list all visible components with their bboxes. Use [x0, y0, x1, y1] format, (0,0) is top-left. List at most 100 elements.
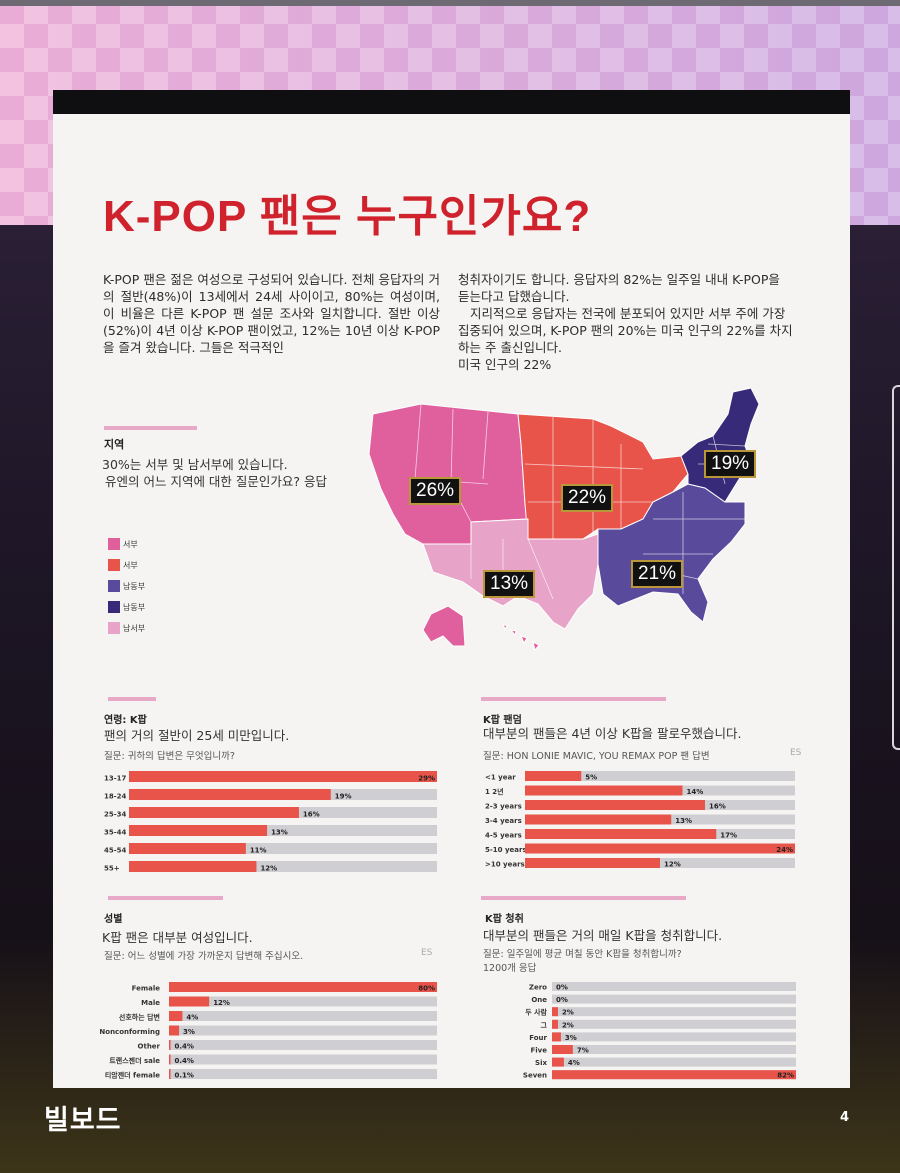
bar-category-label: 1 2년 — [485, 787, 504, 796]
bar-track — [129, 843, 437, 854]
bar — [525, 814, 672, 825]
status-bar-strip — [0, 0, 900, 6]
bar-category-label: One — [531, 996, 547, 1004]
bar — [525, 829, 717, 839]
bar-category-label: >10 years — [485, 861, 525, 869]
region-subtitle-line-1: 30%는 서부 및 남서부에 있습니다. — [102, 457, 288, 472]
bar — [552, 1019, 558, 1029]
age-bar-chart: 13-17 29% 18-24 19% 25-34 16% 35-44 13% 45-54 11%… — [104, 771, 437, 873]
bar — [525, 800, 705, 810]
map-label-northeast: 19% — [704, 450, 757, 478]
bar — [129, 843, 246, 854]
legend-swatch — [108, 580, 120, 592]
intro-text-right: 청취자이기도 합니다. 응답자의 82%는 일주일 내내 K-POP을 듣는다고… — [458, 271, 793, 373]
magazine-page: K-POP 팬은 누구인가요? K-POP 팬은 젊은 여성으로 구성되어 있습… — [53, 90, 850, 1088]
bar-category-label: 4-5 years — [485, 832, 522, 840]
legend-item: 남서부 — [108, 622, 145, 634]
bar-track — [552, 1045, 796, 1054]
bar-value-label: 2% — [562, 1021, 574, 1029]
bar-category-label: 트랜스젠더 sale — [109, 1056, 160, 1065]
region-title: 지역 — [104, 438, 125, 451]
bar-track — [552, 1019, 796, 1029]
bar-category-label: 55+ — [104, 865, 120, 873]
bar-value-label: 0% — [556, 996, 568, 1004]
bar-category-label: 3-4 years — [485, 817, 522, 825]
legend-swatch — [108, 559, 120, 571]
bar-track — [169, 1025, 437, 1036]
listening-question-2: 1200개 응답 — [483, 963, 537, 974]
bar-value-label: 24% — [776, 846, 793, 854]
region-subtitle: 30%는 서부 및 남서부에 있습니다. 유엔의 어느 지역에 대한 질문인가요… — [102, 456, 342, 490]
bar-value-label: 3% — [565, 1034, 577, 1042]
gender-subtitle: K팝 팬은 대부분 여성입니다. — [102, 930, 253, 945]
bar-value-label: 4% — [186, 1014, 198, 1022]
intro-right-paragraph-3: 미국 인구의 22% — [458, 357, 552, 372]
bar-value-label: 12% — [664, 861, 681, 869]
fandom-subtitle: 대부분의 팬들은 4년 이상 K팝을 팔로우했습니다. — [483, 726, 742, 741]
bar-track — [169, 1011, 437, 1021]
bar-category-label: 25-34 — [104, 811, 127, 819]
bar — [552, 1007, 558, 1017]
listening-bar-chart: Zero 0% One 0% 두 사람 2% 그 2% Four 3% Five 7% Six 4% Sev… — [523, 982, 796, 1080]
bar-track — [169, 996, 437, 1007]
bar-track — [129, 825, 437, 836]
bar-category-label: Four — [529, 1034, 547, 1042]
legend-label: 남동부 — [123, 581, 146, 591]
bar-value-label: 12% — [260, 865, 277, 873]
bar — [525, 785, 683, 796]
listening-title: K팝 청취 — [485, 914, 524, 925]
bar-value-label: 0.4% — [175, 1043, 194, 1051]
bar — [129, 789, 331, 800]
bar — [169, 982, 437, 992]
age-subtitle: 팬의 거의 절반이 25세 미만입니다. — [104, 728, 290, 743]
scroll-handle[interactable] — [892, 385, 900, 750]
region-subtitle-line-2: 유엔의 어느 지역에 대한 질문인가요? 응답 — [105, 474, 328, 489]
bar-category-label: 35-44 — [104, 829, 127, 837]
bar — [552, 1057, 564, 1067]
bar-value-label: 13% — [271, 829, 288, 837]
bar-category-label: 두 사람 — [525, 1008, 547, 1017]
bar — [169, 1011, 183, 1021]
age-rule — [108, 697, 156, 701]
bar-category-label: 45-54 — [104, 847, 127, 855]
intro-text-left: K-POP 팬은 젊은 여성으로 구성되어 있습니다. 전체 응답자의 거의 절… — [103, 272, 440, 355]
bar — [552, 1070, 796, 1080]
legend-label: 남서부 — [123, 623, 146, 633]
bar-category-label: 13-17 — [104, 775, 127, 783]
bar-value-label: 16% — [303, 811, 320, 819]
listening-question: 질문: 일주일에 평균 며칠 동안 K팝을 청취합니까? — [483, 949, 682, 960]
bar-value-label: 80% — [418, 985, 435, 993]
billboard-logo: 빌보드 — [44, 1105, 122, 1136]
us-region-map — [368, 387, 760, 652]
legend-swatch — [108, 622, 120, 634]
bar-category-label: Zero — [529, 984, 547, 992]
bar-value-label: 12% — [213, 999, 230, 1007]
map-alaska — [422, 605, 466, 647]
legend-label: 서부 — [123, 539, 138, 549]
bar-category-label: Other — [138, 1043, 161, 1051]
region-rule — [104, 426, 197, 430]
bar-value-label: 19% — [335, 793, 352, 801]
bar-track — [525, 771, 795, 781]
map-hawaii — [502, 622, 540, 652]
bar-value-label: 13% — [675, 817, 692, 825]
map-label-midwest: 22% — [561, 484, 614, 512]
legend-item: 서부 — [108, 538, 138, 550]
bar-value-label: 11% — [250, 847, 267, 855]
bar-value-label: 82% — [777, 1072, 794, 1080]
gender-question: 질문: 어느 성별에 가장 가까운지 답변해 주십시오. — [104, 951, 304, 962]
bar-category-label: Seven — [523, 1072, 547, 1080]
listening-rule — [481, 896, 686, 900]
page-number: 4 — [840, 1110, 850, 1125]
listening-subtitle: 대부분의 팬들은 거의 매일 K팝을 청취합니다. — [483, 928, 723, 943]
bar-category-label: 18-24 — [104, 793, 127, 801]
bar — [552, 1032, 561, 1042]
intro-right-paragraph-1: 청취자이기도 합니다. 응답자의 82%는 일주일 내내 K-POP을 듣는다고… — [458, 272, 780, 304]
bar-category-label: Male — [141, 999, 160, 1007]
fandom-bar-chart: <1 year 5% 1 2년 14% 2-3 years 16% 3-4 years 13%… — [485, 771, 795, 869]
bar — [525, 843, 795, 854]
bar — [552, 1045, 573, 1054]
bar-category-label: Female — [132, 985, 161, 993]
legend-label: 남동부 — [123, 602, 146, 612]
bar — [129, 807, 299, 818]
